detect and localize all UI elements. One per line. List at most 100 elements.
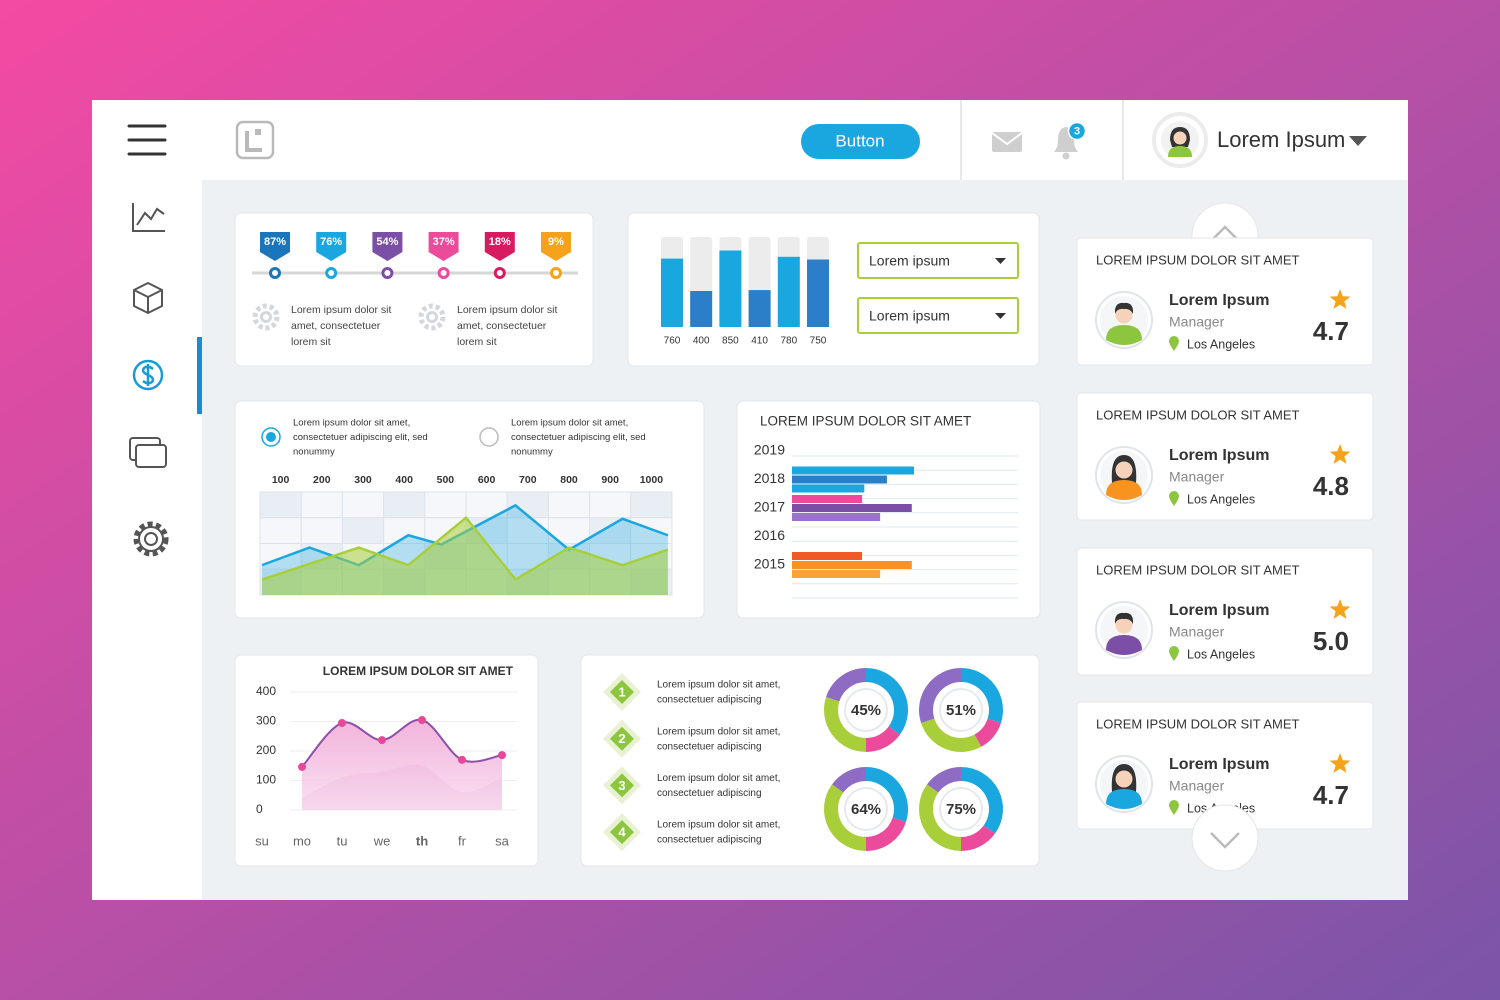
logo[interactable]	[235, 120, 275, 160]
profile-rating: 5.0	[1313, 626, 1349, 656]
x-tick-label: we	[373, 833, 391, 848]
step-number: 1	[618, 684, 625, 699]
dropdown-arrow	[995, 313, 1006, 319]
donut-label: 75%	[946, 801, 976, 818]
x-tick-label: 400	[395, 474, 413, 486]
grid-cell	[300, 491, 343, 519]
mail-icon[interactable]	[991, 132, 1023, 152]
location-pin	[1169, 646, 1179, 661]
grid-cell	[341, 491, 385, 519]
bar	[807, 259, 829, 327]
x-tick-label: sa	[495, 833, 510, 848]
rating-star	[1329, 289, 1351, 309]
caption: amet, consectetuer	[291, 320, 381, 332]
avatar-face	[1115, 616, 1133, 634]
progress-label: 76%	[320, 236, 342, 248]
profile-rating: 4.7	[1313, 316, 1349, 346]
step-text: consectetuer adipiscing	[657, 741, 762, 752]
profile-name: Lorem Ipsum	[1169, 756, 1269, 773]
radio-label: Lorem ipsum dolor sit amet,	[511, 418, 628, 429]
step-number: 3	[618, 778, 625, 793]
x-tick-label: su	[255, 833, 269, 848]
profiles: LOREM IPSUM DOLOR SIT AMET Lorem Ipsum Man…	[1076, 237, 1374, 830]
donut-segment	[960, 767, 1003, 834]
donut-segment	[960, 668, 1003, 723]
grid-cell	[424, 491, 467, 519]
bar-value-label: 410	[751, 336, 768, 347]
profile-role: Manager	[1169, 314, 1225, 330]
bar	[792, 561, 912, 569]
step-text: consectetuer adipiscing	[657, 695, 762, 706]
x-tick-label: 700	[519, 474, 537, 486]
dropdown[interactable]	[857, 297, 1019, 334]
x-tick-label: 200	[313, 474, 331, 486]
radio-label: nonummy	[511, 447, 553, 458]
analytics-icon[interactable]	[132, 203, 165, 232]
grid-cell	[259, 491, 302, 519]
area	[302, 719, 502, 810]
dropdown-label: Lorem ipsum	[869, 253, 950, 269]
y-tick-label: 2018	[754, 470, 785, 486]
card-title: LOREM IPSUM DOLOR SIT AMET	[1096, 407, 1300, 422]
box-icon[interactable]	[133, 282, 163, 314]
donut-segment	[865, 767, 908, 822]
finance-icon[interactable]	[132, 359, 164, 391]
donut-hole	[844, 688, 888, 732]
donut-segment	[927, 767, 962, 793]
x-tick-label: tu	[337, 833, 348, 848]
caption: Lorem ipsum dolor sit	[291, 304, 391, 316]
location-pin	[1169, 800, 1179, 815]
user-menu[interactable]: Lorem Ipsum	[1152, 112, 1367, 168]
bar	[792, 552, 863, 560]
notification-icon[interactable]: 3	[1054, 121, 1087, 160]
grid-cell	[259, 517, 302, 544]
step-text: Lorem ipsum dolor sit amet,	[657, 680, 780, 691]
settings-icon[interactable]	[133, 521, 169, 557]
donut-segment	[919, 784, 962, 851]
donut-segment	[824, 697, 867, 752]
grid-cell	[589, 491, 632, 519]
grid-cell	[630, 517, 673, 544]
gear-icon	[252, 303, 280, 331]
x-tick-label: 900	[601, 474, 619, 486]
donut-label: 45%	[851, 702, 881, 719]
dropdown[interactable]	[857, 242, 1019, 279]
bar	[792, 570, 881, 578]
radio[interactable]	[479, 427, 499, 447]
grid-cell	[300, 517, 343, 544]
profile-card	[1076, 547, 1374, 676]
point	[298, 762, 306, 771]
dropdown-arrow	[995, 258, 1006, 264]
bar	[661, 258, 683, 327]
y-tick-label: 2019	[754, 442, 785, 458]
bar	[792, 495, 863, 503]
windows-icon[interactable]	[129, 437, 167, 468]
progress-tag	[428, 232, 459, 261]
x-tick-label: 500	[437, 474, 455, 486]
donut-segment	[960, 825, 995, 851]
x-tick-label: mo	[293, 833, 311, 848]
progress-label: 54%	[376, 236, 398, 248]
charts: 87% 76% 54% 37% 18% 9% Lorem ipsum dolor sit am…	[252, 232, 1019, 852]
avatar-face	[1115, 770, 1133, 788]
primary-button[interactable]: Button	[801, 124, 920, 159]
bar-card	[627, 212, 1040, 367]
y-tick-label: 0	[256, 802, 263, 816]
step-badge	[610, 680, 634, 704]
avatar-shirt	[1106, 635, 1142, 655]
grid-cell	[547, 491, 591, 519]
x-tick-label: fr	[458, 833, 467, 848]
bar	[792, 475, 887, 484]
rating-star	[1329, 753, 1351, 773]
location-pin	[1169, 336, 1179, 351]
donut-segment	[832, 767, 867, 793]
donut-hole	[939, 787, 983, 831]
area	[262, 517, 668, 595]
scroll-down[interactable]	[1191, 804, 1259, 872]
avatar-hair	[1114, 612, 1134, 624]
bar	[748, 290, 771, 327]
caption: amet, consectetuer	[457, 320, 547, 332]
menu-icon[interactable]	[127, 124, 167, 156]
progress-label: 87%	[264, 236, 286, 248]
step-text: Lorem ipsum dolor sit amet,	[657, 820, 780, 831]
